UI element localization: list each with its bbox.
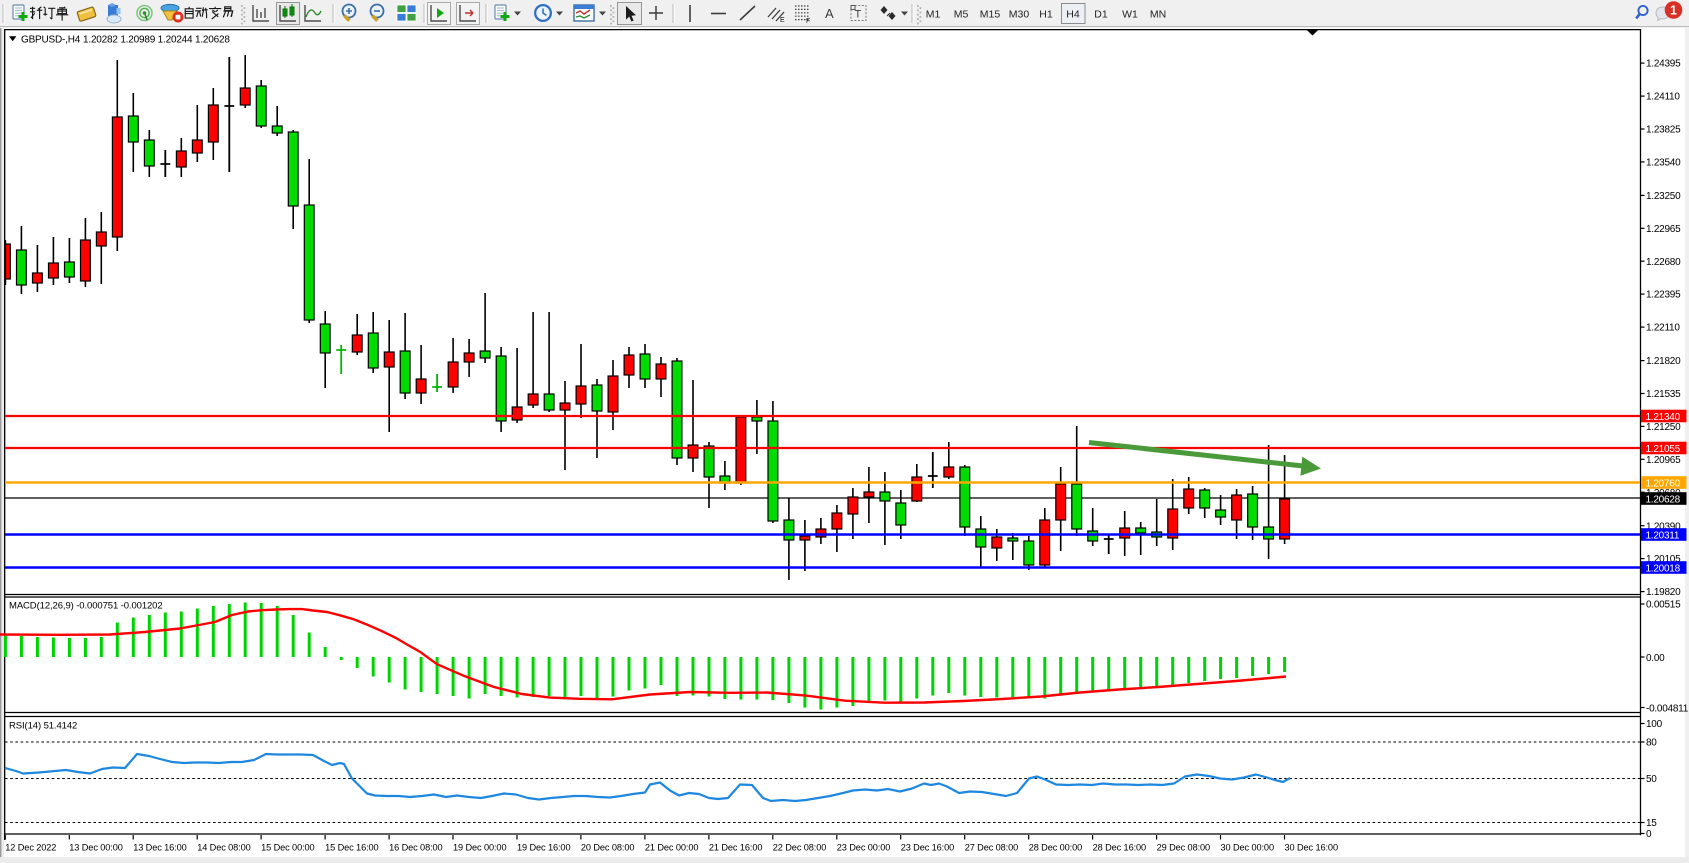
svg-text:21 Dec 00:00: 21 Dec 00:00 <box>645 843 698 853</box>
svg-text:M15: M15 <box>980 9 1001 21</box>
svg-text:1.23540: 1.23540 <box>1646 158 1681 169</box>
svg-text:0: 0 <box>1646 829 1652 840</box>
svg-text:21 Dec 16:00: 21 Dec 16:00 <box>709 843 762 853</box>
svg-text:15 Dec 00:00: 15 Dec 00:00 <box>261 843 314 853</box>
svg-text:30 Dec 16:00: 30 Dec 16:00 <box>1285 843 1338 853</box>
svg-text:29 Dec 08:00: 29 Dec 08:00 <box>1157 843 1210 853</box>
svg-text:1.22965: 1.22965 <box>1646 224 1681 235</box>
svg-text:D1: D1 <box>1094 9 1108 21</box>
svg-text:1.20760: 1.20760 <box>1646 478 1681 489</box>
svg-text:M5: M5 <box>954 9 969 21</box>
svg-text:50: 50 <box>1646 774 1657 785</box>
svg-text:30 Dec 00:00: 30 Dec 00:00 <box>1221 843 1274 853</box>
svg-text:1.20282 1.20989 1.20244 1.2062: 1.20282 1.20989 1.20244 1.20628 <box>83 35 230 46</box>
svg-text:23 Dec 16:00: 23 Dec 16:00 <box>901 843 954 853</box>
svg-text:13 Dec 00:00: 13 Dec 00:00 <box>69 843 122 853</box>
svg-text:W1: W1 <box>1122 9 1138 21</box>
svg-text:H4: H4 <box>1066 9 1080 21</box>
svg-text:28 Dec 16:00: 28 Dec 16:00 <box>1093 843 1146 853</box>
svg-text:MACD(12,26,9) -0.000751 -0.001: MACD(12,26,9) -0.000751 -0.001202 <box>9 601 163 612</box>
svg-text:19 Dec 16:00: 19 Dec 16:00 <box>517 843 570 853</box>
svg-text:1.20390: 1.20390 <box>1646 521 1681 532</box>
svg-text:M1: M1 <box>926 9 941 21</box>
svg-text:1.23825: 1.23825 <box>1646 125 1681 136</box>
svg-text:1.24110: 1.24110 <box>1646 92 1680 103</box>
svg-text:1.21250: 1.21250 <box>1646 422 1681 433</box>
svg-text:19 Dec 00:00: 19 Dec 00:00 <box>453 843 506 853</box>
svg-text:1.19820: 1.19820 <box>1646 587 1681 598</box>
svg-text:0.00: 0.00 <box>1646 653 1665 664</box>
svg-text:1.22110: 1.22110 <box>1646 323 1680 334</box>
svg-text:15 Dec 16:00: 15 Dec 16:00 <box>325 843 378 853</box>
svg-text:1.22680: 1.22680 <box>1646 257 1681 268</box>
svg-text:GBPUSD-,H4: GBPUSD-,H4 <box>21 35 81 46</box>
svg-text:H1: H1 <box>1039 9 1053 21</box>
svg-text:80: 80 <box>1646 738 1657 749</box>
svg-text:1.20105: 1.20105 <box>1646 554 1681 565</box>
svg-text:M30: M30 <box>1009 9 1030 21</box>
svg-text:16 Dec 08:00: 16 Dec 08:00 <box>389 843 442 853</box>
svg-text:28 Dec 00:00: 28 Dec 00:00 <box>1029 843 1082 853</box>
svg-text:0.00515: 0.00515 <box>1646 600 1681 611</box>
svg-text:1.21340: 1.21340 <box>1646 412 1681 423</box>
svg-text:-0.004811: -0.004811 <box>1646 703 1689 714</box>
svg-text:1.20311: 1.20311 <box>1646 530 1680 541</box>
svg-text:MN: MN <box>1150 9 1166 21</box>
svg-text:13 Dec 16:00: 13 Dec 16:00 <box>133 843 186 853</box>
svg-text:1.24395: 1.24395 <box>1646 59 1681 70</box>
svg-text:T: T <box>855 9 862 21</box>
svg-text:1.20628: 1.20628 <box>1646 494 1681 505</box>
svg-text:F: F <box>806 18 810 25</box>
svg-text:100: 100 <box>1646 719 1663 730</box>
svg-text:A: A <box>825 6 834 21</box>
svg-text:15: 15 <box>1646 818 1657 829</box>
svg-text:1.21820: 1.21820 <box>1646 356 1681 367</box>
svg-text:1.22395: 1.22395 <box>1646 290 1681 301</box>
svg-text:20 Dec 08:00: 20 Dec 08:00 <box>581 843 634 853</box>
svg-text:1.23250: 1.23250 <box>1646 191 1681 202</box>
svg-text:27 Dec 08:00: 27 Dec 08:00 <box>965 843 1018 853</box>
svg-text:23 Dec 00:00: 23 Dec 00:00 <box>837 843 890 853</box>
svg-text:1.20965: 1.20965 <box>1646 455 1681 466</box>
svg-text:1.21535: 1.21535 <box>1646 389 1681 400</box>
svg-text:1.20018: 1.20018 <box>1646 563 1681 574</box>
svg-text:1.21055: 1.21055 <box>1646 444 1681 455</box>
svg-text:12 Dec 2022: 12 Dec 2022 <box>5 843 56 853</box>
svg-text:RSI(14) 51.4142: RSI(14) 51.4142 <box>9 721 77 732</box>
svg-text:14 Dec 08:00: 14 Dec 08:00 <box>197 843 250 853</box>
svg-text:1: 1 <box>1670 3 1677 17</box>
svg-text:22 Dec 08:00: 22 Dec 08:00 <box>773 843 826 853</box>
svg-text:E: E <box>780 17 785 24</box>
